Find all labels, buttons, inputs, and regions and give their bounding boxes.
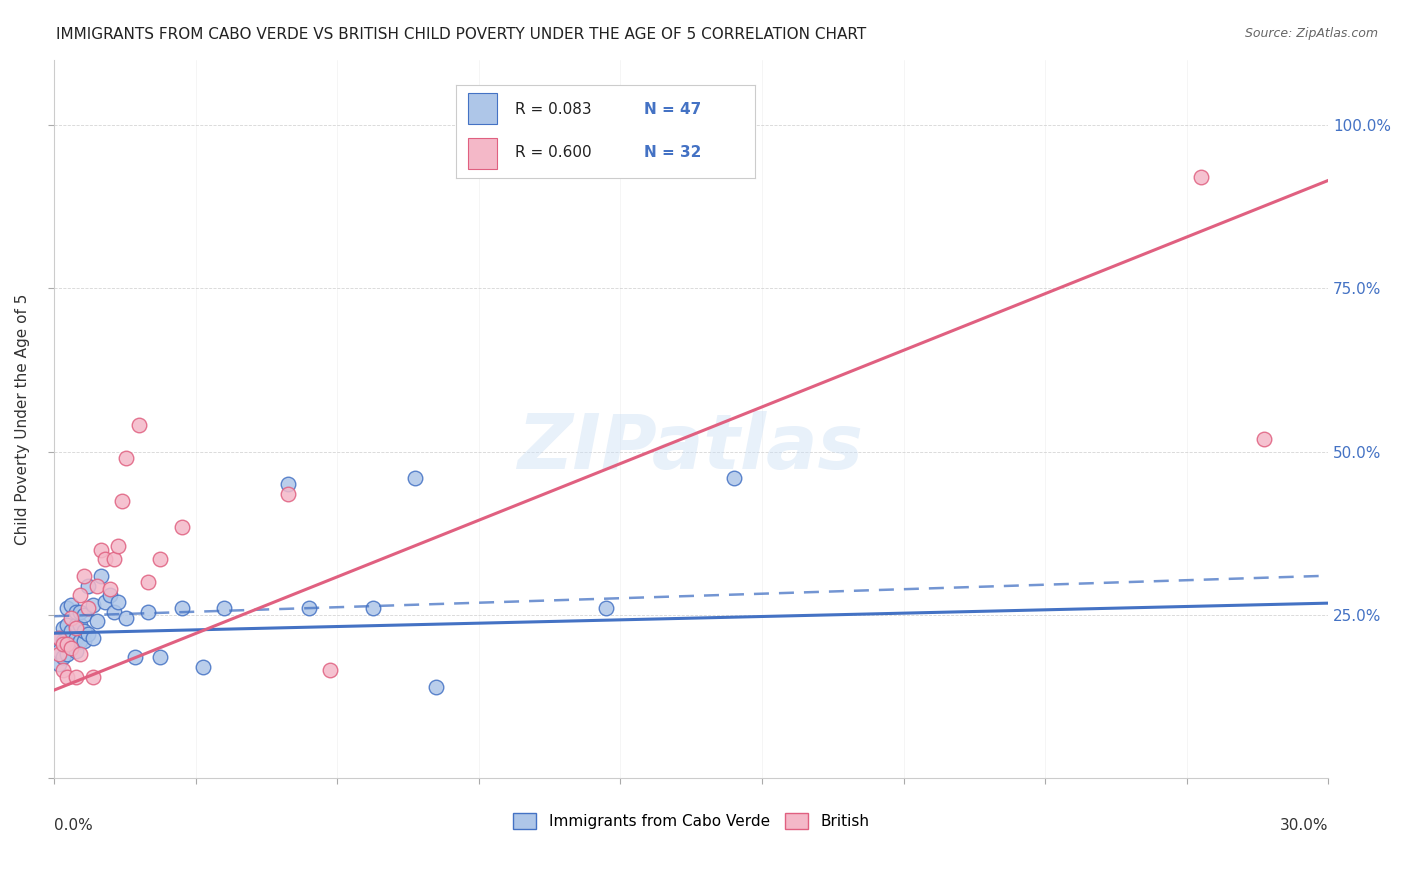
Point — [48, 631, 70, 645]
Point — [595, 601, 617, 615]
Point — [52, 634, 75, 648]
Point — [60, 640, 83, 655]
Point — [77, 601, 100, 615]
Point — [115, 611, 138, 625]
Point — [52, 621, 75, 635]
Point — [1189, 170, 1212, 185]
Y-axis label: Child Poverty Under the Age of 5: Child Poverty Under the Age of 5 — [15, 293, 30, 545]
Point — [48, 631, 70, 645]
Point — [82, 670, 104, 684]
Point — [107, 595, 129, 609]
Point — [82, 598, 104, 612]
Point — [60, 637, 83, 651]
Point — [723, 114, 745, 128]
Point — [73, 624, 96, 639]
Point — [115, 451, 138, 466]
Text: ZIPatlas: ZIPatlas — [519, 410, 865, 484]
Point — [277, 487, 299, 501]
Legend: Immigrants from Cabo Verde, British: Immigrants from Cabo Verde, British — [508, 807, 875, 835]
Point — [86, 578, 108, 592]
Point — [69, 634, 91, 648]
Point — [98, 588, 121, 602]
Point — [65, 605, 87, 619]
Point — [90, 568, 112, 582]
Point — [65, 644, 87, 658]
Point — [319, 664, 342, 678]
Point — [48, 647, 70, 661]
Point — [128, 418, 150, 433]
Point — [361, 601, 384, 615]
Point — [77, 627, 100, 641]
Point — [425, 680, 447, 694]
Point — [56, 631, 79, 645]
Point — [86, 615, 108, 629]
Point — [111, 493, 134, 508]
Point — [73, 568, 96, 582]
Point — [149, 552, 172, 566]
Point — [60, 624, 83, 639]
Point — [191, 660, 214, 674]
Point — [90, 542, 112, 557]
Point — [107, 539, 129, 553]
Point — [1253, 432, 1275, 446]
Point — [56, 647, 79, 661]
Point — [60, 598, 83, 612]
Point — [48, 644, 70, 658]
Point — [94, 595, 117, 609]
Point — [69, 647, 91, 661]
Point — [73, 634, 96, 648]
Point — [82, 631, 104, 645]
Point — [48, 657, 70, 671]
Point — [212, 601, 235, 615]
Point — [65, 621, 87, 635]
Text: Source: ZipAtlas.com: Source: ZipAtlas.com — [1244, 27, 1378, 40]
Point — [404, 471, 426, 485]
Text: IMMIGRANTS FROM CABO VERDE VS BRITISH CHILD POVERTY UNDER THE AGE OF 5 CORRELATI: IMMIGRANTS FROM CABO VERDE VS BRITISH CH… — [56, 27, 866, 42]
Point — [60, 611, 83, 625]
Point — [77, 578, 100, 592]
Point — [723, 471, 745, 485]
Point — [65, 617, 87, 632]
Point — [56, 617, 79, 632]
Point — [56, 637, 79, 651]
Point — [149, 650, 172, 665]
Point — [98, 582, 121, 596]
Point — [298, 601, 321, 615]
Point — [73, 607, 96, 622]
Point — [65, 631, 87, 645]
Point — [170, 601, 193, 615]
Point — [277, 477, 299, 491]
Point — [136, 575, 159, 590]
Text: 0.0%: 0.0% — [55, 818, 93, 833]
Point — [52, 664, 75, 678]
Point — [170, 519, 193, 533]
Point — [69, 588, 91, 602]
Text: 30.0%: 30.0% — [1279, 818, 1329, 833]
Point — [56, 670, 79, 684]
Point — [65, 670, 87, 684]
Point — [52, 650, 75, 665]
Point — [103, 605, 125, 619]
Point — [94, 552, 117, 566]
Point — [103, 552, 125, 566]
Point — [69, 605, 91, 619]
Point — [69, 617, 91, 632]
Point — [136, 605, 159, 619]
Point — [124, 650, 146, 665]
Point — [56, 601, 79, 615]
Point — [52, 637, 75, 651]
